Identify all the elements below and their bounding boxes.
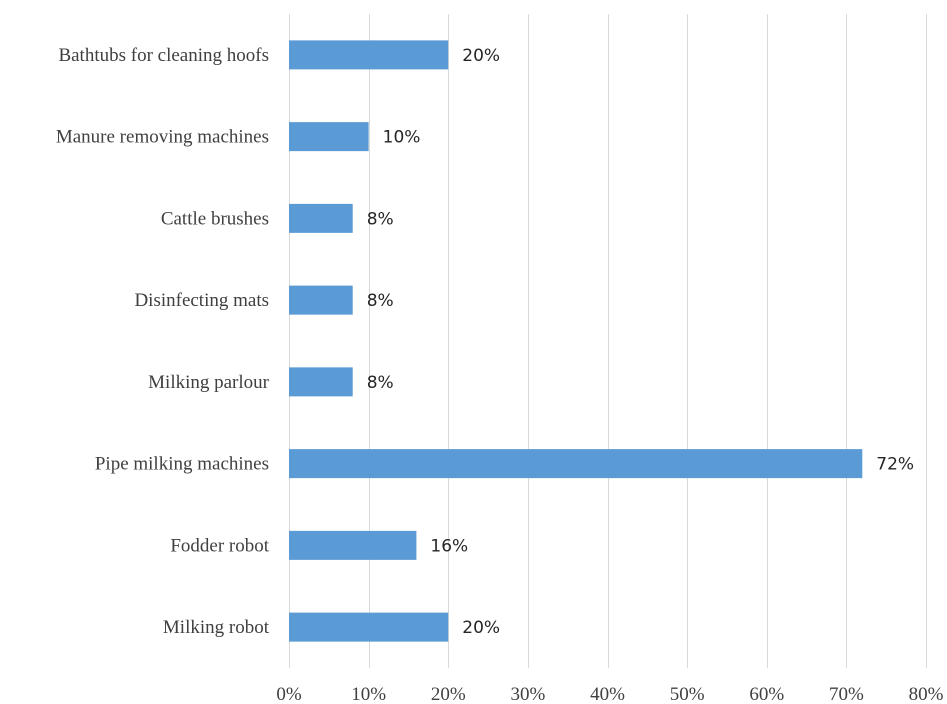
bar — [289, 203, 353, 233]
x-tick-label: 80% — [909, 684, 944, 704]
category-label: Cattle brushes — [161, 208, 269, 229]
bar — [289, 122, 369, 152]
data-label: 8% — [367, 209, 394, 229]
data-label: 72% — [876, 455, 914, 475]
category-label: Bathtubs for cleaning hoofs — [58, 45, 269, 66]
x-tick-label: 30% — [510, 684, 545, 704]
category-label: Disinfecting mats — [134, 290, 269, 311]
category-label: Pipe milking machines — [95, 454, 269, 475]
category-label: Milking robot — [163, 617, 270, 638]
bars — [289, 40, 863, 642]
bar — [289, 612, 449, 642]
bar — [289, 285, 353, 315]
category-label: Manure removing machines — [56, 127, 269, 148]
x-tick-label: 40% — [590, 684, 625, 704]
category-label: Milking parlour — [148, 372, 270, 393]
bar — [289, 449, 863, 479]
x-tick-label: 0% — [276, 684, 302, 704]
bar — [289, 367, 353, 397]
bar — [289, 530, 417, 560]
data-label: 20% — [462, 618, 500, 638]
category-label: Fodder robot — [170, 535, 269, 556]
x-axis-tick-labels: 0% 10% 20% 30% 40% 50% 60% 70% 80% — [276, 684, 943, 704]
data-label: 8% — [367, 291, 394, 311]
bar — [289, 40, 449, 70]
data-label: 16% — [430, 536, 468, 556]
category-labels: Bathtubs for cleaning hoofs Manure removi… — [56, 45, 270, 638]
x-tick-label: 60% — [749, 684, 784, 704]
data-label: 8% — [367, 373, 394, 393]
data-label: 10% — [383, 128, 421, 148]
gridlines — [289, 14, 927, 668]
x-tick-label: 50% — [670, 684, 705, 704]
data-labels: 20% 10% 8% 8% 8% 72% 16% 20% — [367, 46, 914, 638]
data-label: 20% — [462, 46, 500, 66]
x-tick-label: 20% — [431, 684, 466, 704]
x-tick-label: 10% — [351, 684, 386, 704]
x-tick-label: 70% — [829, 684, 864, 704]
